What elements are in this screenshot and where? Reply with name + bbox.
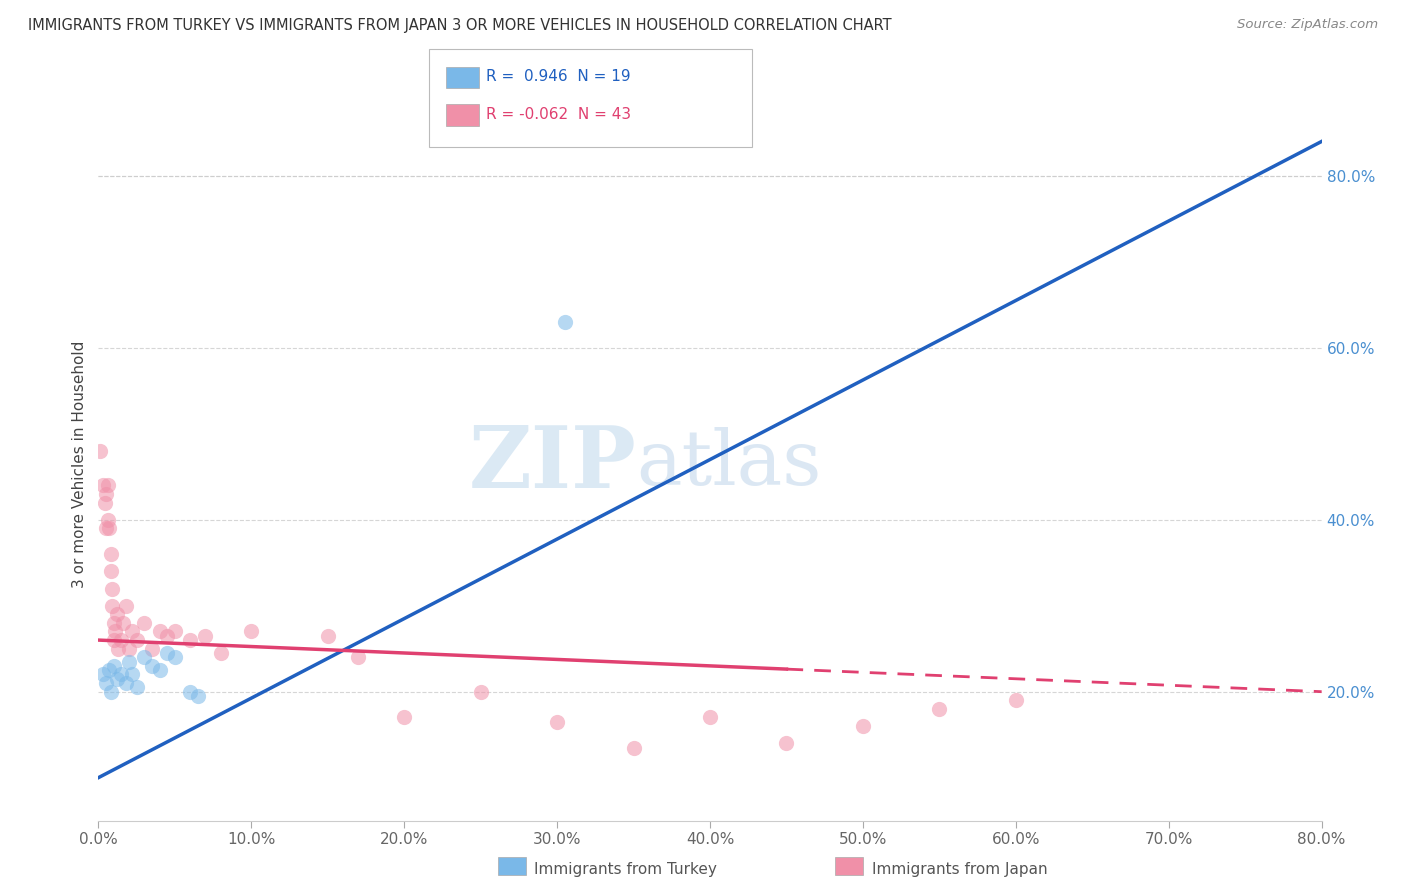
Point [103,615,125,630]
Text: Immigrants from Japan: Immigrants from Japan [872,863,1047,877]
Point [316,629,339,643]
Point [100,547,122,561]
Point [101,599,124,613]
Point [194,629,217,643]
Point [163,650,186,665]
Point [103,633,125,648]
Y-axis label: 3 or more Vehicles in Household: 3 or more Vehicles in Household [72,340,87,588]
Point [105,672,128,686]
Point [97,513,120,527]
Point [121,624,143,639]
Point [163,624,186,639]
Point [98,663,121,677]
Text: atlas: atlas [637,427,823,500]
Point [141,641,163,656]
Point [104,624,127,639]
Point [118,641,141,656]
Point [91,667,114,681]
Point [115,676,138,690]
Point [94,676,117,690]
Text: R =  0.946  N = 19: R = 0.946 N = 19 [486,70,631,84]
Point [240,624,263,639]
Point [134,615,156,630]
Point [347,650,370,665]
Point [546,714,568,729]
Text: Immigrants from Turkey: Immigrants from Turkey [534,863,717,877]
Point [179,633,201,648]
Point [100,564,122,578]
Point [156,646,179,660]
Point [107,641,129,656]
Text: ZIP: ZIP [468,422,637,506]
Point [392,710,416,724]
Point [775,736,797,750]
Point [121,667,143,681]
Point [149,663,172,677]
Point [141,659,163,673]
Point [118,655,141,669]
Point [134,650,156,665]
Point [187,689,209,703]
Point [470,684,492,698]
Text: R = -0.062  N = 43: R = -0.062 N = 43 [486,107,631,121]
Point [149,624,172,639]
Point [91,478,114,492]
Point [93,495,115,509]
Point [179,684,201,698]
Point [209,646,232,660]
Point [1004,693,1026,707]
Point [110,633,132,648]
Point [103,659,125,673]
Point [94,487,117,501]
Point [98,521,121,535]
Point [101,582,124,596]
Point [554,315,576,329]
Point [100,684,122,698]
Text: IMMIGRANTS FROM TURKEY VS IMMIGRANTS FROM JAPAN 3 OR MORE VEHICLES IN HOUSEHOLD : IMMIGRANTS FROM TURKEY VS IMMIGRANTS FRO… [28,18,891,33]
Point [97,478,120,492]
Point [94,521,117,535]
Point [623,740,645,755]
Point [125,633,148,648]
Text: Source: ZipAtlas.com: Source: ZipAtlas.com [1237,18,1378,31]
Point [110,667,132,681]
Point [156,629,179,643]
Point [852,719,875,733]
Point [89,444,111,458]
Point [125,681,148,695]
Point [111,615,134,630]
Point [115,599,138,613]
Point [105,607,128,622]
Point [928,702,950,716]
Point [699,710,721,724]
